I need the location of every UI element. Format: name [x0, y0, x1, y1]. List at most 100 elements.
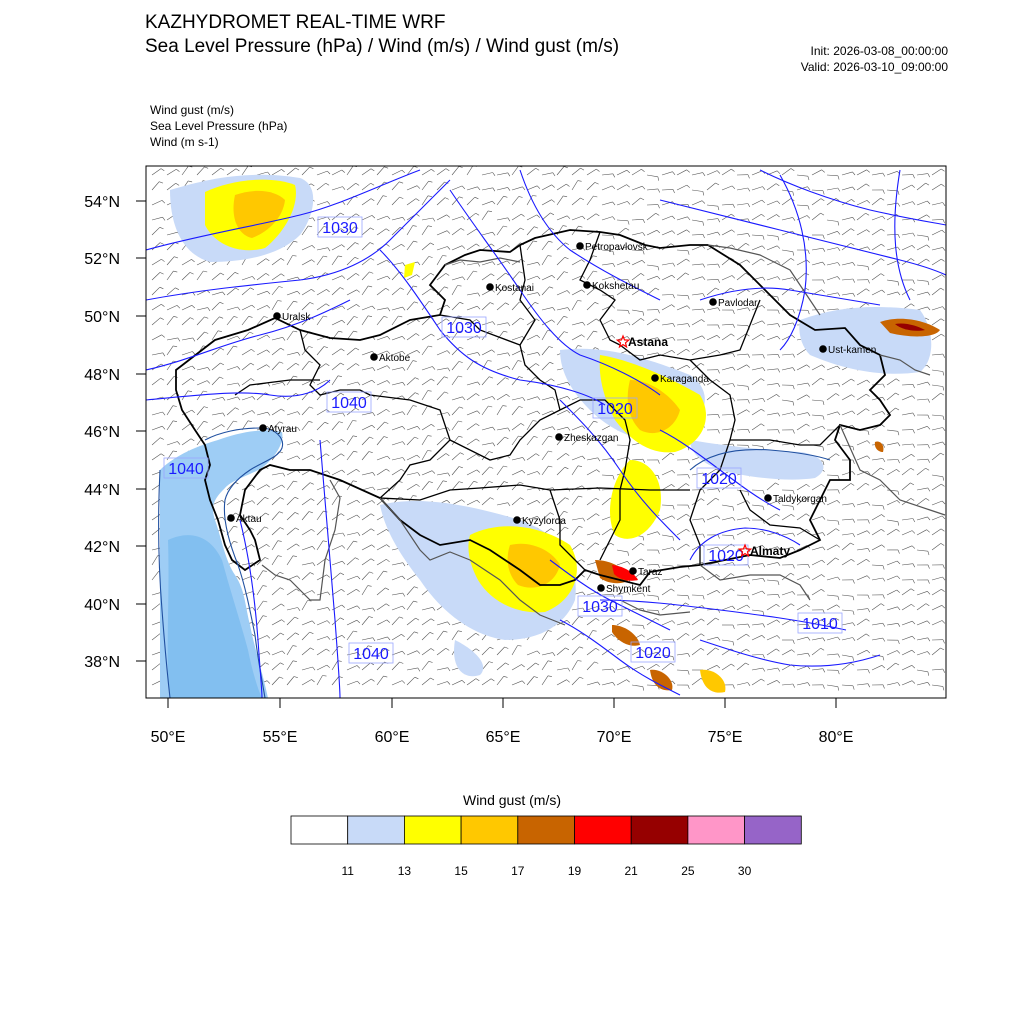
lat-tick-label: 54°N: [84, 194, 120, 211]
city-dot-icon: [259, 424, 267, 432]
lat-tick-label: 42°N: [84, 539, 120, 556]
colorbar-swatch: [290, 815, 349, 845]
isobar-label: 1020: [597, 401, 633, 418]
isobar-label: 1020: [635, 645, 671, 662]
lon-tick-label: 70°E: [597, 729, 632, 746]
isobar-label: 1040: [353, 646, 389, 663]
city-dot-icon: [555, 433, 563, 441]
lon-tick-label: 55°E: [263, 729, 298, 746]
colorbar-swatch: [574, 815, 632, 845]
city-label: Uralsk: [282, 312, 311, 323]
isobar-label: 1040: [168, 461, 204, 478]
colorbar-tick-label: 21: [624, 864, 638, 878]
city-label: Aktobe: [379, 353, 411, 364]
foreign-borders: [261, 244, 946, 626]
city-label: Taldykorgan: [773, 494, 827, 505]
colorbar-tick-label: 19: [567, 864, 582, 878]
chart-subtitle: Sea Level Pressure (hPa) / Wind (m/s) / …: [145, 36, 620, 57]
city-dot-icon: [764, 494, 772, 502]
capital-star-icon: [615, 334, 631, 349]
city-label: Aktau: [236, 514, 262, 525]
oblast-boundaries: [234, 231, 841, 571]
city-label: Kokshetau: [592, 281, 639, 292]
isobar-label: 1020: [708, 548, 744, 565]
isobar-label: 1040: [331, 395, 367, 412]
map-plot-area: 1030 1030 1040 1040 1020 1020 1020 1030 1020 1010…: [146, 166, 946, 698]
colorbar-tick-label: 15: [454, 864, 468, 878]
latitude-axis: 54°N 52°N 50°N 48°N 46°N 44°N 42°N 40°N 38°N: [84, 194, 146, 671]
lat-tick-label: 50°N: [84, 309, 120, 326]
city-dot-icon: [227, 514, 235, 522]
national-border: [175, 229, 892, 587]
city-markers: Petropavlovsk Kostanai Kokshetau Pavlodar Ur…: [227, 242, 876, 595]
plot-frame: [145, 165, 947, 699]
city-dot-icon: [629, 567, 637, 575]
lon-tick-label: 80°E: [819, 729, 854, 746]
field-legend-pressure: Sea Level Pressure (hPa): [150, 119, 288, 133]
colorbar-swatch: [460, 815, 519, 845]
city-dot-icon: [370, 353, 378, 361]
lon-tick-label: 75°E: [708, 729, 743, 746]
isobar-label: 1030: [322, 220, 358, 237]
city-label: Kostanai: [495, 283, 534, 294]
city-label: Atyrau: [268, 424, 297, 435]
colorbar-tick-label: 11: [341, 864, 354, 878]
city-label: Astana: [628, 335, 668, 349]
field-legend-gust: Wind gust (m/s): [150, 103, 235, 117]
colorbar-swatch: [517, 815, 575, 845]
lat-tick-label: 52°N: [84, 251, 120, 268]
lat-tick-label: 48°N: [84, 367, 120, 384]
isobar-label: 1030: [446, 320, 482, 337]
city-dot-icon: [597, 584, 605, 592]
city-dot-icon: [513, 516, 521, 524]
colorbar: [290, 815, 802, 845]
colorbar-swatch: [347, 815, 405, 845]
colorbar-tick-label: 17: [511, 864, 525, 878]
chart-title: KAZHYDROMET REAL-TIME WRF: [145, 12, 446, 33]
lat-tick-label: 38°N: [84, 654, 120, 671]
city-label: Zheskazgan: [564, 433, 618, 444]
colorbar-tick-label: 30: [737, 864, 752, 878]
field-legend-wind: Wind (m s-1): [150, 135, 219, 149]
lat-tick-label: 44°N: [84, 482, 120, 499]
lon-tick-label: 65°E: [486, 729, 521, 746]
city-dot-icon: [273, 312, 281, 320]
city-dot-icon: [576, 242, 584, 250]
city-dot-icon: [709, 298, 717, 306]
city-label: Karaganda: [660, 374, 709, 385]
city-label: Shymkent: [606, 584, 651, 595]
colorbar-swatch: [687, 815, 746, 845]
caspian-gust-area-inner: [167, 535, 262, 698]
city-dot-icon: [583, 281, 591, 289]
colorbar-swatch: [403, 815, 462, 845]
city-label: Taraz: [638, 567, 662, 578]
isobar-labels: 1030 1030 1040 1040 1020 1020 1020 1030 1020 1010…: [163, 216, 843, 664]
lon-tick-label: 60°E: [375, 729, 410, 746]
isobars: [146, 169, 946, 698]
lat-tick-label: 40°N: [84, 597, 120, 614]
city-label: Pavlodar: [718, 298, 758, 309]
city-label: Ust-kamen: [828, 345, 876, 356]
capital-star-icon: [737, 543, 753, 558]
gust-15-17-areas: [233, 190, 680, 588]
isobar-label: 1010: [802, 616, 838, 633]
isobar-label: 1030: [582, 599, 618, 616]
init-time: Init: 2026-03-08_00:00:00: [810, 44, 948, 58]
city-dot-icon: [651, 374, 659, 382]
gust-17-21-areas: [595, 318, 940, 693]
city-dot-icon: [486, 283, 494, 291]
colorbar-tick-label: 25: [681, 864, 695, 878]
city-label: Almaty: [750, 544, 790, 558]
longitude-axis: 50°E 55°E 60°E 65°E 70°E 75°E 80°E: [151, 698, 854, 746]
colorbar-title: Wind gust (m/s): [462, 792, 561, 808]
city-label: Petropavlovsk: [585, 242, 649, 253]
colorbar-swatch: [630, 815, 689, 845]
city-dot-icon: [819, 345, 827, 353]
city-label: Kyzylorda: [522, 516, 566, 527]
lon-tick-label: 50°E: [151, 729, 186, 746]
lat-tick-label: 46°N: [84, 424, 120, 441]
colorbar-tick-label: 13: [397, 864, 412, 878]
isobar-label: 1020: [701, 471, 737, 488]
valid-time: Valid: 2026-03-10_09:00:00: [800, 60, 948, 74]
